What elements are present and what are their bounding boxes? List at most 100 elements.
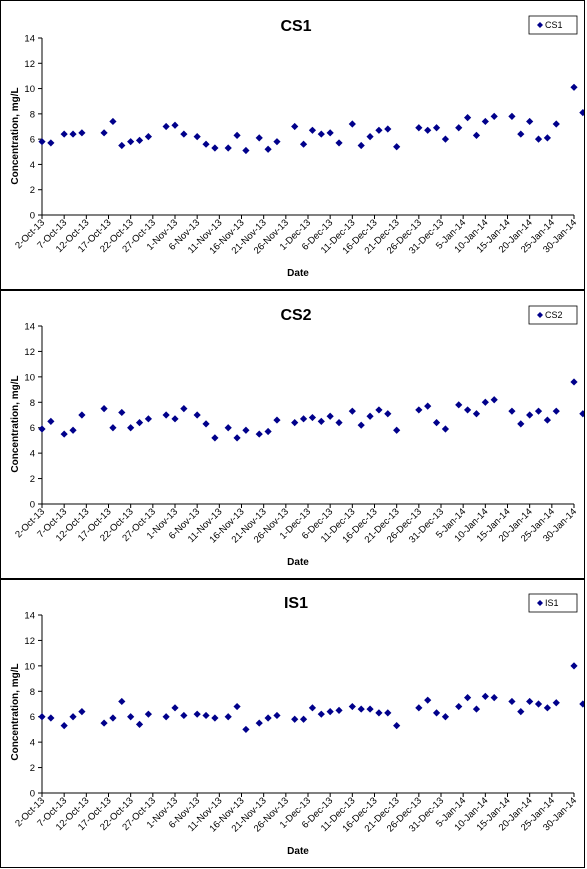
data-point	[162, 713, 170, 721]
data-point	[127, 138, 135, 146]
data-point	[579, 410, 584, 418]
chart-svg-is1: IS1 Concentration, mg/L Date IS1 0 2 4 6 8 10…	[10, 593, 584, 857]
y-tick-label: 6	[30, 712, 35, 723]
data-point	[432, 124, 441, 132]
y-axis-label: Concentration, mg/L	[10, 663, 21, 760]
data-point	[579, 108, 584, 117]
data-point	[424, 126, 432, 134]
data-point	[299, 415, 308, 423]
data-point	[326, 129, 334, 137]
data-point	[579, 700, 584, 708]
y-tick-label: 12	[24, 347, 35, 358]
data-point	[47, 714, 55, 722]
y-axis-label: Concentration, mg/L	[10, 375, 21, 472]
data-point	[570, 662, 578, 670]
data-point	[317, 130, 325, 138]
legend: CS2	[528, 305, 578, 325]
y-tick-label: 12	[24, 636, 35, 647]
data-point	[69, 130, 77, 138]
data-point	[534, 700, 543, 708]
data-point	[393, 722, 401, 730]
data-point	[508, 407, 516, 415]
data-point	[118, 141, 126, 150]
data-point	[570, 378, 578, 386]
data-point	[517, 420, 525, 428]
legend-box	[528, 593, 578, 613]
data-point	[455, 124, 463, 132]
data-point	[60, 130, 68, 138]
data-point	[415, 124, 423, 132]
data-point	[526, 411, 534, 419]
x-axis-label: Date	[287, 557, 309, 568]
legend-label: IS1	[545, 598, 559, 608]
data-point	[211, 434, 219, 442]
data-point	[242, 725, 250, 734]
data-point	[534, 407, 543, 415]
data-point	[517, 130, 525, 138]
data-point	[180, 130, 188, 138]
data-point	[348, 120, 356, 128]
y-tick-label: 2	[30, 474, 35, 485]
y-tick-label: 14	[24, 322, 35, 333]
data-point	[375, 709, 383, 717]
data-point	[508, 112, 516, 120]
chart-title: IS1	[284, 595, 308, 612]
data-point	[455, 702, 463, 711]
plot-area: 024681012142-Oct-137-Oct-1312-Oct-1317-O…	[13, 611, 584, 834]
plot-area: 024681012142-Oct-137-Oct-1312-Oct-1317-O…	[13, 322, 584, 545]
data-point	[264, 714, 272, 722]
data-point	[326, 412, 334, 420]
data-point	[357, 141, 365, 150]
data-point	[100, 405, 108, 413]
data-point	[264, 145, 272, 153]
data-point	[193, 710, 201, 718]
data-point	[335, 139, 343, 147]
data-point	[69, 426, 77, 434]
data-point	[393, 426, 401, 434]
data-point	[242, 146, 250, 155]
y-tick-label: 8	[30, 398, 35, 409]
data-point	[135, 419, 144, 427]
data-point	[78, 411, 86, 419]
chart-svg-cs1: CS1 Concentration, mg/L Date CS1 0 2 4 6 8 10…	[10, 15, 584, 279]
data-point	[299, 715, 308, 723]
data-point	[308, 413, 317, 422]
legend-label: CS1	[545, 20, 563, 30]
data-point	[38, 713, 46, 721]
data-point	[299, 140, 308, 148]
data-point	[526, 117, 534, 126]
data-point	[233, 702, 241, 711]
data-point	[384, 125, 392, 133]
data-point	[193, 133, 201, 141]
data-point	[69, 713, 77, 721]
data-point	[543, 416, 551, 424]
x-axis-label: Date	[287, 268, 309, 279]
y-tick-label: 10	[24, 372, 35, 383]
data-point	[38, 138, 46, 146]
data-point	[135, 720, 144, 728]
data-point	[464, 694, 472, 702]
data-point	[100, 129, 108, 137]
data-point	[455, 401, 463, 409]
legend-box	[528, 15, 578, 35]
data-point	[109, 714, 117, 722]
chart-title: CS1	[280, 18, 311, 35]
data-point	[317, 710, 325, 718]
data-point	[100, 719, 108, 727]
data-point	[348, 407, 356, 415]
data-point	[357, 705, 365, 713]
data-point	[202, 711, 210, 720]
legend: IS1	[528, 593, 578, 613]
data-point	[264, 427, 272, 436]
data-point	[144, 133, 152, 141]
legend-label: CS2	[545, 310, 563, 320]
data-point	[335, 419, 343, 427]
data-point	[224, 424, 232, 432]
data-point	[481, 398, 489, 406]
data-point	[144, 710, 152, 718]
data-point	[202, 140, 210, 148]
data-point	[326, 708, 334, 716]
data-point	[393, 143, 401, 151]
data-point	[255, 430, 263, 438]
data-point	[415, 704, 423, 712]
